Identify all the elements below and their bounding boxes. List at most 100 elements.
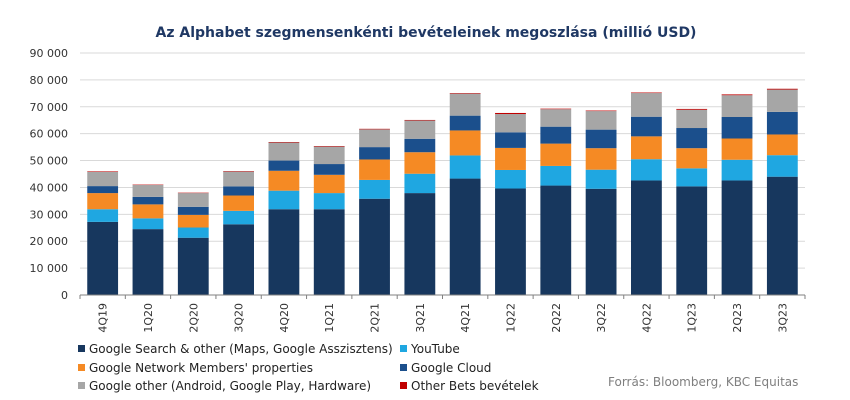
bar-segment xyxy=(676,109,708,129)
legend-item: Other Bets bevételek xyxy=(400,379,539,393)
bar-segment xyxy=(404,193,436,295)
bar-segment xyxy=(540,185,572,295)
legend-label: Other Bets bevételek xyxy=(411,379,539,393)
legend-item: Google Network Members' properties xyxy=(78,361,313,375)
bar-segment xyxy=(313,146,345,165)
bar-segment xyxy=(540,126,572,144)
bar-segment xyxy=(495,169,526,189)
bar-segment xyxy=(87,193,119,210)
bar-segment xyxy=(676,186,708,295)
y-tick-label: 50 000 xyxy=(30,155,69,168)
bar-segment xyxy=(313,174,345,194)
bar-segment xyxy=(676,168,708,187)
bar-segment xyxy=(177,193,209,207)
legend: Google Search & other (Maps, Google Assz… xyxy=(78,342,638,398)
bar-segment xyxy=(404,152,436,174)
bar-segment xyxy=(268,142,300,143)
bar-segment xyxy=(721,94,753,96)
bar-segment xyxy=(268,209,300,295)
bar-segment xyxy=(540,109,572,127)
bar-segment xyxy=(495,188,526,295)
bar-segment xyxy=(585,111,617,130)
x-tick-label: 2Q21 xyxy=(369,303,382,333)
x-tick-label: 2Q20 xyxy=(187,303,200,333)
bar-segment xyxy=(495,112,526,115)
x-tick-label: 4Q20 xyxy=(278,303,291,333)
bar-segment xyxy=(313,209,345,295)
bar-segment xyxy=(585,110,617,112)
x-tick-label: 3Q23 xyxy=(776,303,789,333)
legend-label: Google other (Android, Google Play, Hard… xyxy=(89,379,372,393)
x-tick-label: 1Q20 xyxy=(142,303,155,333)
bar-segment xyxy=(359,128,390,130)
bar-segment xyxy=(268,142,300,161)
bar-segment xyxy=(449,115,481,131)
bar-segment xyxy=(449,93,481,116)
legend-label: Google Search & other (Maps, Google Assz… xyxy=(89,342,393,356)
bar-segment xyxy=(404,173,436,194)
bar-segment xyxy=(766,134,798,156)
axes: 0 10 000 20 000 30 000 40 000 50 000 60 000 70 … xyxy=(30,47,806,333)
y-tick-label: 60 000 xyxy=(30,128,69,141)
bar-segment xyxy=(87,171,119,172)
legend-item: Google Cloud xyxy=(400,361,491,375)
legend-swatch xyxy=(400,364,407,371)
bar-segment xyxy=(223,186,254,196)
bar-segment xyxy=(676,108,708,110)
bar-segment xyxy=(223,195,254,211)
bar-segment xyxy=(495,114,526,133)
bar-segment xyxy=(223,210,254,225)
bar-segment xyxy=(223,224,254,295)
x-tick-label: 2Q22 xyxy=(550,303,563,333)
legend-label: Google Cloud xyxy=(411,361,492,375)
bar-segment xyxy=(177,227,209,238)
legend-label: Google Network Members' properties xyxy=(89,361,314,375)
bar-segment xyxy=(585,188,617,295)
source-note: Forrás: Bloomberg, KBC Equitas xyxy=(608,375,799,389)
chart-title: Az Alphabet szegmensenkénti bevételeinek… xyxy=(156,25,697,41)
bar-segment xyxy=(721,159,753,181)
legend-swatch xyxy=(400,345,407,352)
x-tick-label: 1Q21 xyxy=(323,303,336,333)
bar-segment xyxy=(540,108,572,110)
legend-item: YouTube xyxy=(400,342,460,356)
bar-segment xyxy=(313,193,345,210)
bar-segment xyxy=(268,160,300,171)
y-tick-label: 0 xyxy=(61,289,68,302)
x-tick-label: 3Q20 xyxy=(233,303,246,333)
bar-segment xyxy=(449,93,481,94)
bar-segment xyxy=(721,180,753,295)
bar-segment xyxy=(87,209,119,222)
bar-segment xyxy=(268,170,300,191)
y-tick-label: 90 000 xyxy=(30,47,69,60)
y-tick-label: 30 000 xyxy=(30,208,69,221)
x-tick-label: 4Q19 xyxy=(97,303,110,333)
bar-segment xyxy=(132,204,164,219)
bar-segment xyxy=(766,176,798,295)
bar-segment xyxy=(631,92,662,94)
bar-segment xyxy=(676,148,708,169)
bar-segment xyxy=(177,214,209,228)
bar-segment xyxy=(766,88,798,90)
legend-item: Google Search & other (Maps, Google Assz… xyxy=(78,342,393,356)
y-tick-label: 40 000 xyxy=(30,181,69,194)
bar-segment xyxy=(585,169,617,189)
y-tick-label: 10 000 xyxy=(30,262,69,275)
bar-segment xyxy=(721,95,753,117)
bar-segment xyxy=(177,206,209,215)
y-tick-label: 80 000 xyxy=(30,74,69,87)
x-tick-label: 2Q23 xyxy=(731,303,744,333)
bar-segment xyxy=(766,111,798,135)
bar-segment xyxy=(404,120,436,139)
bar-segment xyxy=(631,159,662,181)
bar-segment xyxy=(359,129,390,148)
bar-segment xyxy=(132,196,164,205)
bar-segment xyxy=(449,155,481,179)
x-tick-label: 3Q22 xyxy=(595,303,608,333)
bar-segment xyxy=(132,185,164,197)
legend-swatch xyxy=(78,345,85,352)
bar-segment xyxy=(540,165,572,186)
bar-segment xyxy=(585,129,617,149)
bar-segment xyxy=(87,221,119,295)
